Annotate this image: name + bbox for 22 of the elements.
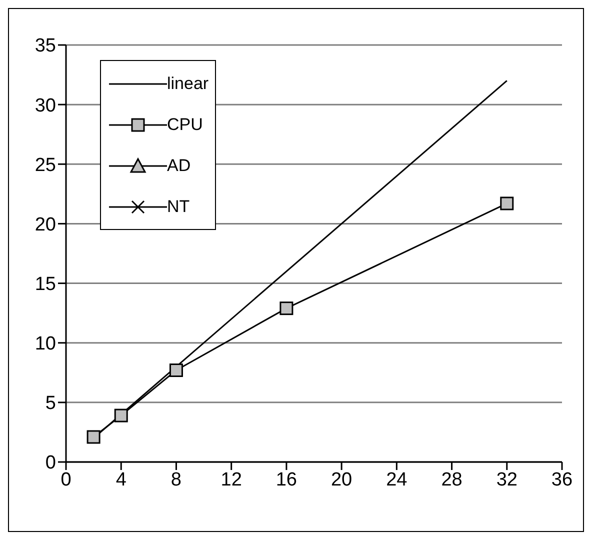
x-tick-label: 28 bbox=[441, 469, 462, 490]
legend-label: NT bbox=[167, 196, 190, 216]
y-tick-label: 35 bbox=[34, 36, 56, 57]
y-tick-label: 10 bbox=[34, 334, 56, 355]
y-tick-label: 30 bbox=[34, 95, 56, 116]
x-tick-label: 12 bbox=[220, 469, 242, 490]
x-tick-label: 4 bbox=[116, 469, 127, 490]
x-tick-label: 32 bbox=[496, 469, 518, 490]
x-tick-label: 8 bbox=[170, 469, 182, 490]
y-tick-label: 5 bbox=[45, 393, 56, 414]
x-tick-label: 16 bbox=[276, 469, 298, 490]
y-tick-label: 0 bbox=[45, 452, 56, 474]
y-tick-label: 15 bbox=[34, 274, 56, 296]
x-tick-label: 24 bbox=[386, 469, 408, 490]
y-tick-label: 20 bbox=[34, 214, 56, 236]
x-tick-label: 20 bbox=[330, 469, 352, 490]
legend-label: AD bbox=[167, 156, 191, 176]
y-tick-label: 25 bbox=[34, 154, 56, 176]
x-tick-label: 36 bbox=[551, 469, 573, 490]
legend-label: CPU bbox=[167, 114, 203, 134]
x-tick-label: 0 bbox=[60, 469, 72, 490]
legend-label: linear bbox=[167, 74, 209, 94]
